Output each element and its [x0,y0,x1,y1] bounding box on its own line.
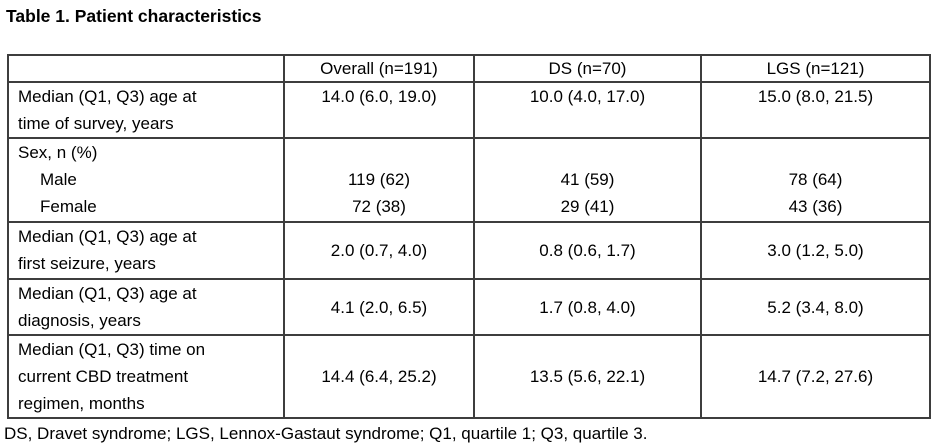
table-row-age-at-survey: Median (Q1, Q3) age at time of survey, y… [7,81,931,139]
footnote: DS, Dravet syndrome; LGS, Lennox-Gastaut… [4,424,648,443]
cell-value-female: 29 (41) [560,197,615,216]
cell-value-male: 78 (64) [788,170,843,189]
column-header-ds: DS (n=70) [473,54,702,83]
cell-value: 15.0 (8.0, 21.5) [700,81,931,139]
row-label-text: Median (Q1, Q3) age at time of survey, y… [18,87,197,133]
column-header-empty [7,54,285,83]
column-header-lgs: LGS (n=121) [700,54,931,83]
cell-value-female: 43 (36) [788,197,843,216]
row-label: Median (Q1, Q3) age at diagnosis, years [7,278,285,336]
blank-line [285,139,473,166]
table-row-age-diagnosis: Median (Q1, Q3) age at diagnosis, years … [7,278,931,336]
blank-line [702,139,929,166]
cell-value-male: 119 (62) [347,170,411,189]
cell-value: 13.5 (5.6, 22.1) [473,334,702,419]
row-label-text: Median (Q1, Q3) age at diagnosis, years [18,284,197,330]
table-row-sex: Sex, n (%) Male Female 119 (62) 72 (38) … [7,137,931,223]
row-label-text: Sex, n (%) [18,143,98,162]
table-row-age-first-seizure: Median (Q1, Q3) age at first seizure, ye… [7,221,931,280]
table-title: Table 1. Patient characteristics [6,6,262,26]
row-label-text: Median (Q1, Q3) time on current CBD trea… [18,340,206,413]
row-label: Sex, n (%) Male Female [7,137,285,223]
row-label-text: Median (Q1, Q3) age at first seizure, ye… [18,227,197,273]
cell-value: 5.2 (3.4, 8.0) [700,278,931,336]
cell-value: 119 (62) 72 (38) [283,137,475,223]
cell-value: 14.7 (7.2, 27.6) [700,334,931,419]
cell-value: 0.8 (0.6, 1.7) [473,221,702,280]
subrow-label-male: Male [40,170,77,189]
cell-value: 14.4 (6.4, 25.2) [283,334,475,419]
cell-value: 14.0 (6.0, 19.0) [283,81,475,139]
cell-value: 10.0 (4.0, 17.0) [473,81,702,139]
cell-value: 41 (59) 29 (41) [473,137,702,223]
subrow-label-female: Female [40,197,97,216]
header-row: Overall (n=191) DS (n=70) LGS (n=121) [7,54,931,83]
cell-value: 3.0 (1.2, 5.0) [700,221,931,280]
row-label: Median (Q1, Q3) age at first seizure, ye… [7,221,285,280]
cell-value: 78 (64) 43 (36) [700,137,931,223]
cell-value-female: 72 (38) [352,197,406,216]
blank-line [475,139,700,166]
cell-value-male: 41 (59) [560,170,615,189]
cell-value: 4.1 (2.0, 6.5) [283,278,475,336]
patient-characteristics-table: Overall (n=191) DS (n=70) LGS (n=121) Me… [7,54,931,419]
table-row-time-on-cbd: Median (Q1, Q3) time on current CBD trea… [7,334,931,419]
column-header-overall: Overall (n=191) [283,54,475,83]
row-label: Median (Q1, Q3) time on current CBD trea… [7,334,285,419]
cell-value: 1.7 (0.8, 4.0) [473,278,702,336]
row-label: Median (Q1, Q3) age at time of survey, y… [7,81,285,139]
cell-value: 2.0 (0.7, 4.0) [283,221,475,280]
